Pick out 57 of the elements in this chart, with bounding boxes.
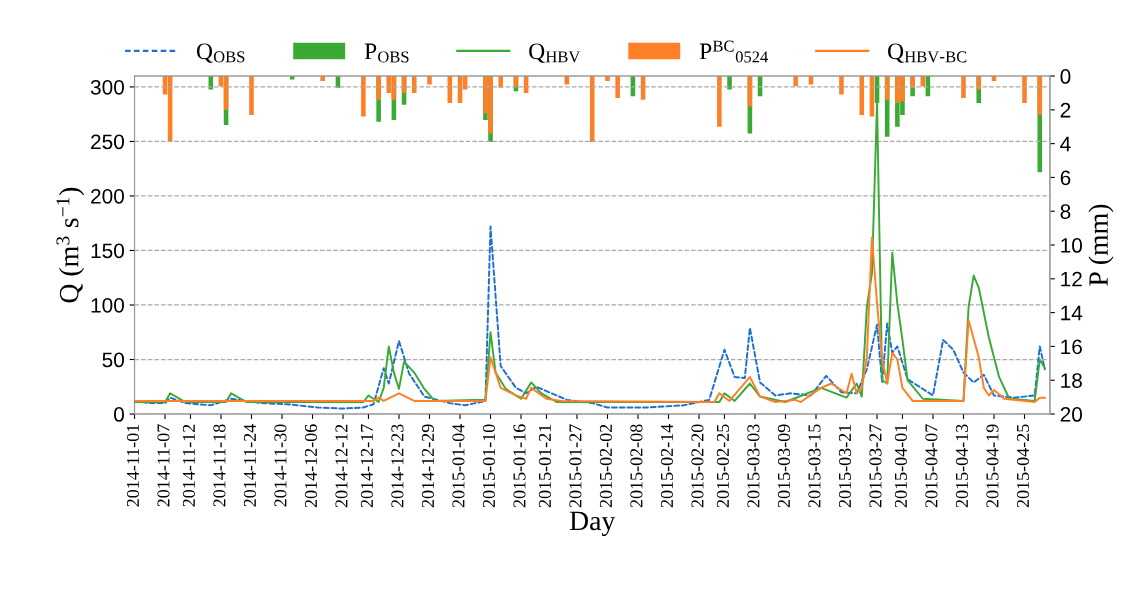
legend-label: Q$_{HBV-BC}$ (888, 43, 967, 63)
x-tick-label: 2015-01-04 (452, 424, 465, 508)
y2-tick-label: 10 (1061, 238, 1083, 253)
x-tick-label: 2015-04-19 (986, 424, 999, 508)
y2-tick-label: 4 (1060, 136, 1071, 152)
x-tick-label: 2015-02-02 (599, 424, 613, 508)
y2-tick-label: 0 (1060, 69, 1071, 84)
y2-tick-label: 14 (1061, 305, 1083, 321)
x-tick-label: 2015-01-16 (513, 424, 526, 508)
y2-tick-label: 2 (1060, 102, 1071, 118)
y-tick-label: 50 (102, 352, 124, 368)
x-tick-label: 2015-03-03 (747, 424, 760, 508)
legend-label: Q$_{HBV}$ (529, 43, 581, 63)
legend-label: Q$_{OBS}$ (196, 43, 245, 63)
y-axis-title: Q (m$^{3}$ s$^{−1}$) (56, 187, 85, 303)
x-tick-label: 2014-12-12 (335, 424, 348, 508)
x-tick-label: 2014-11-12 (182, 424, 195, 507)
y2-tick-label: 8 (1060, 204, 1071, 219)
y-tick-label: 150 (91, 243, 124, 259)
x-tick-label: 2014-11-01 (126, 424, 140, 507)
x-tick-label: 2014-11-18 (213, 424, 226, 507)
x-tick-label: 2015-03-27 (869, 424, 882, 508)
y2-tick-label: 16 (1061, 339, 1082, 355)
x-tick-label: 2015-04-07 (925, 424, 938, 508)
y2-tick-label: 12 (1061, 271, 1082, 287)
legend-label: P$_{OBS}$ (364, 43, 409, 63)
y-tick-label: 200 (91, 188, 124, 204)
x-tick-label: 2015-04-25 (1016, 424, 1030, 508)
x-tick-label: 2015-01-10 (482, 424, 496, 508)
x-tick-label: 2015-03-15 (808, 424, 821, 508)
y2-tick-label: 18 (1061, 373, 1082, 388)
x-tick-label: 2014-12-23 (391, 424, 404, 508)
x-tick-label: 2014-12-29 (421, 424, 435, 508)
y2-axis-title: P (mm) (1088, 204, 1114, 286)
x-tick-label: 2014-12-17 (360, 424, 373, 508)
y-tick-label: 100 (91, 297, 124, 313)
y2-tick-label: 20 (1060, 407, 1083, 422)
x-tick-label: 2015-03-21 (838, 424, 852, 508)
y-tick-label: 250 (91, 134, 124, 150)
x-tick-label: 2014-11-30 (274, 424, 287, 507)
x-tick-label: 2014-12-06 (304, 424, 318, 508)
x-tick-label: 2015-02-20 (691, 424, 704, 508)
x-tick-label: 2014-11-07 (157, 424, 170, 507)
x-tick-label: 2015-01-21 (538, 424, 551, 508)
x-tick-label: 2015-04-13 (955, 424, 968, 508)
x-tick-label: 2015-03-09 (777, 424, 790, 508)
x-tick-label: 2014-11-24 (243, 424, 257, 507)
y-tick-label: 300 (90, 79, 124, 95)
x-tick-label: 2015-02-25 (716, 424, 729, 508)
legend-label: P$^{BC}$$_{0524}$ (699, 40, 768, 63)
x-tick-label: 2015-01-27 (569, 424, 582, 508)
x-tick-label: 2015-04-01 (894, 424, 907, 508)
x-axis-title: Day (569, 511, 616, 536)
y-tick-label: 0 (114, 407, 124, 422)
y2-tick-label: 6 (1060, 170, 1071, 186)
x-tick-label: 2015-02-14 (660, 424, 674, 508)
x-tick-label: 2015-02-08 (630, 424, 643, 508)
